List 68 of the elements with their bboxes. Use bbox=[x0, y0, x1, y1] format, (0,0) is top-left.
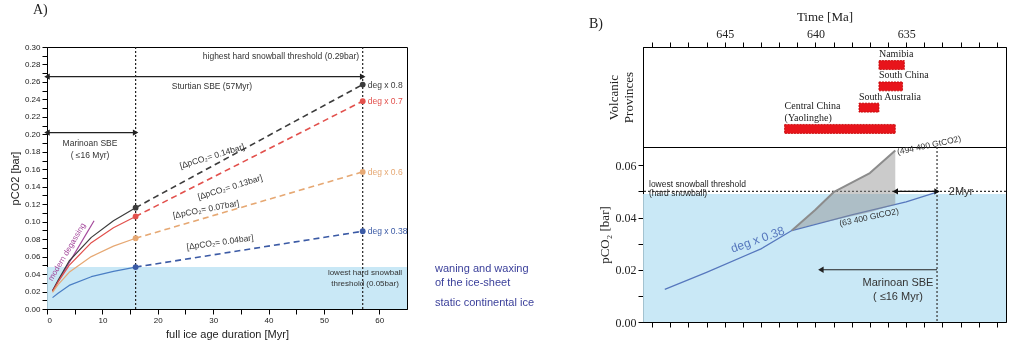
x-tick-label: 635 bbox=[897, 26, 916, 41]
point bbox=[132, 264, 139, 270]
y-tick-label: 0.12 bbox=[24, 199, 42, 209]
bar bbox=[878, 60, 905, 70]
series-label: deg x 0.6 bbox=[367, 166, 403, 177]
series-label: deg x 0.7 bbox=[367, 96, 403, 107]
x-tick-label: 10 bbox=[98, 315, 108, 325]
y-tick-label: Namibia bbox=[878, 48, 914, 60]
bar bbox=[784, 124, 896, 134]
annotation: (494 400 GtCO2) bbox=[896, 133, 963, 157]
text: waning and waxing of the ice-sheet bbox=[434, 262, 529, 288]
y-axis-title: pCO₂ [bar] bbox=[596, 206, 612, 264]
y-axis-title: Volcanic Provinces bbox=[605, 71, 636, 124]
y-tick-label: 0.20 bbox=[24, 129, 42, 139]
annotation: Marinoan SBE ( ≤16 Myr) bbox=[62, 138, 118, 160]
y-tick-label: 0.10 bbox=[24, 217, 42, 227]
y-tick-label: South Australia bbox=[858, 90, 922, 102]
text: deg x 0.38 bbox=[728, 223, 787, 256]
y-tick-label: South China bbox=[878, 69, 930, 81]
point bbox=[359, 81, 366, 88]
x-tick-label: 0 bbox=[47, 315, 53, 325]
y-tick-label: 0.02 bbox=[615, 263, 637, 278]
y-tick-label: 0.06 bbox=[24, 252, 42, 262]
annotation: Marinoan SBE ( ≤16 Myr) bbox=[862, 276, 934, 302]
text: static continental ice bbox=[435, 296, 535, 308]
y-tick-label: 0.26 bbox=[24, 77, 42, 87]
point bbox=[359, 168, 366, 175]
y-tick-label: 0.18 bbox=[24, 147, 42, 157]
x-tick-label: 640 bbox=[806, 26, 825, 41]
chart-title: B) bbox=[589, 16, 604, 32]
point bbox=[359, 98, 366, 105]
point bbox=[132, 213, 139, 220]
y-tick-label: 0.16 bbox=[24, 164, 42, 174]
annotation: [ΔpCO₂= 0.04bar] bbox=[185, 232, 255, 252]
series-label: deg x 0.38 bbox=[367, 226, 408, 237]
chart-title: A) bbox=[33, 2, 49, 18]
y-tick-label: 0.28 bbox=[24, 59, 42, 69]
x-tick-label: 20 bbox=[153, 315, 164, 325]
point bbox=[359, 228, 366, 235]
y-tick-label: 0.02 bbox=[24, 287, 42, 297]
y-tick-label: 0.00 bbox=[615, 315, 637, 330]
x-tick-label: 645 bbox=[716, 26, 735, 41]
y-tick-label: 0.30 bbox=[24, 42, 42, 52]
y-axis-title: pCO2 [bar] bbox=[8, 151, 21, 206]
point bbox=[132, 204, 139, 211]
y-tick-label: 0.04 bbox=[615, 211, 637, 226]
x-tick-label: 40 bbox=[264, 315, 275, 325]
annotation: highest hard snowball threshold (0.29bar) bbox=[202, 51, 360, 61]
y-tick-label: 0.00 bbox=[24, 304, 42, 314]
y-tick-label: 0.14 bbox=[24, 182, 42, 192]
series-label: deg x 0.8 bbox=[367, 79, 403, 90]
bar bbox=[878, 81, 903, 92]
bar bbox=[858, 102, 880, 113]
x-axis-title: full ice age duration [Myr] bbox=[166, 327, 289, 340]
y-tick-label: 0.08 bbox=[24, 234, 42, 244]
x-tick-label: 30 bbox=[209, 315, 219, 325]
ref-line-label: lowest snowball threshold (hard snowball) bbox=[649, 179, 747, 199]
y-tick-label: 0.24 bbox=[24, 94, 42, 104]
x-axis-title: Time [Ma] bbox=[796, 8, 854, 24]
y-tick-label: 0.06 bbox=[615, 158, 637, 173]
category-label: Central China (Yaolinghe) bbox=[784, 99, 841, 123]
point bbox=[132, 235, 139, 242]
y-tick-label: 0.22 bbox=[24, 112, 42, 122]
x-tick-label: 60 bbox=[375, 315, 385, 325]
annotation: (63 400 GtCO2) bbox=[838, 205, 900, 229]
annotation: Sturtian SBE (57Myr) bbox=[171, 81, 253, 91]
x-tick-label: 50 bbox=[319, 315, 330, 325]
y-tick-label: 0.04 bbox=[24, 269, 42, 279]
